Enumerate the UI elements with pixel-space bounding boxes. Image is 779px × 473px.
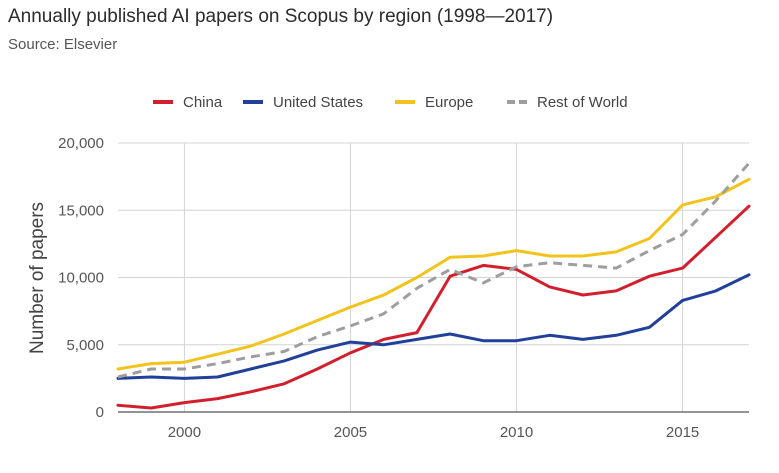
series-line-rest-of-world: [117, 162, 751, 379]
y-tick-label: 20,000: [58, 135, 104, 152]
legend-label-united-states: United States: [273, 94, 363, 111]
chart-subtitle: Source: Elsevier: [8, 36, 118, 53]
y-tick-label: 5,000: [66, 337, 104, 354]
x-tick-label: 2000: [168, 424, 201, 441]
x-tick-label: 2005: [334, 424, 367, 441]
axes: 0 5,000 10,000 15,000 20,000 2000 2005 2010 2015: [58, 135, 749, 441]
y-tick-label: 15,000: [58, 202, 104, 219]
chart-title: Annually published AI papers on Scopus b…: [8, 6, 554, 27]
legend: China United States Europe Rest of World: [153, 94, 628, 111]
y-tick-label: 10,000: [58, 270, 104, 287]
legend-label-europe: Europe: [425, 94, 473, 111]
y-tick-label: 0: [96, 404, 104, 421]
series-line-united-states: [116, 273, 751, 380]
y-axis-label: Number of papers: [27, 202, 48, 354]
x-tick-label: 2010: [500, 424, 533, 441]
series-line-europe: [116, 177, 751, 371]
series-lines: [116, 162, 751, 410]
legend-label-china: China: [183, 94, 223, 111]
x-tick-label: 2015: [666, 424, 699, 441]
series-line-china: [116, 204, 751, 410]
legend-label-rest-of-world: Rest of World: [537, 94, 628, 111]
